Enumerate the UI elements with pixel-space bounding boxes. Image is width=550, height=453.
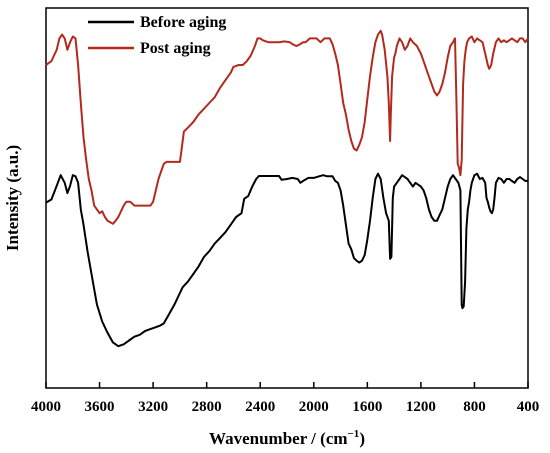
x-axis-label-superscript: −1 [348, 428, 360, 440]
y-axis-label: Intensity (a.u.) [3, 145, 22, 251]
x-tick-label: 3200 [138, 399, 168, 415]
x-tick-label: 400 [517, 399, 540, 415]
x-tick-label: 3600 [85, 399, 115, 415]
x-tick-label: 2400 [245, 399, 275, 415]
x-axis-ticks: 4000 3600 3200 2800 2400 2000 1600 1200 800 400 [31, 382, 539, 415]
x-axis-label: Wavenumber / (cm−1) [209, 428, 365, 448]
x-axis-label-close: ) [359, 429, 365, 448]
x-tick-label: 1200 [406, 399, 436, 415]
legend-label: Before aging [140, 14, 226, 31]
legend: Before aging Post aging [88, 14, 226, 57]
series-line-before-aging [45, 172, 528, 348]
x-tick-label: 1600 [352, 399, 382, 415]
series-layer [45, 29, 529, 348]
plot-frame [45, 7, 529, 389]
x-tick-label: 2000 [299, 399, 329, 415]
plot-area [45, 7, 529, 389]
x-tick-label: 2800 [192, 399, 222, 415]
legend-label: Post aging [140, 40, 211, 57]
series-line-post-aging [45, 29, 529, 225]
x-tick-label: 4000 [31, 399, 61, 415]
x-tick-label: 800 [463, 399, 486, 415]
